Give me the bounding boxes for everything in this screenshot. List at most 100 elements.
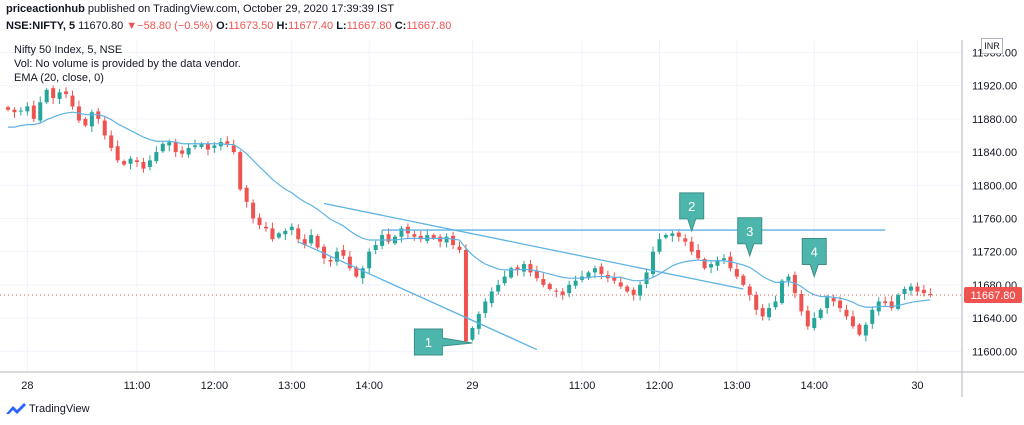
x-tick-label: 11:00	[124, 380, 151, 392]
candle-body	[122, 161, 127, 165]
change-arrow-icon: ▼	[126, 20, 138, 32]
candle-body	[51, 88, 56, 99]
candle-body	[38, 102, 43, 121]
callout-3[interactable]: 3	[737, 217, 763, 258]
candle-body	[754, 294, 759, 310]
x-tick-label: 29	[466, 380, 478, 392]
plot-area	[0, 40, 962, 372]
candle-body	[31, 105, 36, 119]
published-text: published on TradingView.com, October 29…	[87, 3, 395, 15]
candle-body	[315, 235, 320, 248]
upper-trendline	[323, 202, 744, 290]
candle-body	[180, 150, 185, 154]
candle-body	[567, 284, 572, 294]
open-value: 11673.50	[228, 20, 274, 32]
y-tick-label: 11880.00	[972, 114, 1017, 126]
candle-body	[631, 289, 636, 295]
candle-body	[489, 291, 494, 304]
candle-body	[663, 235, 668, 238]
y-tick-label: 11840.00	[972, 147, 1017, 159]
callout-1[interactable]: 1	[413, 328, 473, 356]
candle-body	[883, 301, 888, 304]
candle-body	[534, 270, 539, 279]
callout-bubble	[801, 238, 827, 279]
candle-body	[238, 152, 243, 190]
candle-body	[838, 300, 843, 309]
y-tick-label: 11920.00	[972, 81, 1017, 93]
candle-body	[831, 298, 836, 302]
candle-body	[257, 217, 262, 226]
candle-body	[102, 120, 107, 136]
tradingview-logo-icon	[6, 403, 26, 415]
close-label: C:	[394, 20, 407, 32]
candle-body	[167, 142, 172, 146]
candle-body	[741, 275, 746, 285]
candle-body	[57, 92, 62, 99]
currency-badge[interactable]: INR	[981, 38, 1003, 54]
candle-body	[309, 235, 314, 244]
y-tick-label: 11640.00	[972, 313, 1017, 325]
last-price-badge	[964, 286, 1022, 303]
candle-body	[709, 264, 714, 268]
candle-body	[483, 301, 488, 314]
callout-label: 4	[811, 245, 818, 260]
callout-4[interactable]: 4	[801, 238, 827, 279]
candle-body	[760, 308, 765, 317]
x-tick-label: 13:00	[723, 380, 751, 392]
candle-body	[135, 160, 139, 163]
y-tick-label: 11800.00	[972, 180, 1017, 192]
candle-body	[734, 269, 739, 277]
candle-body	[896, 294, 901, 309]
x-tick-label: 12:00	[646, 380, 674, 392]
candle-body	[341, 249, 346, 256]
candle-body	[18, 110, 23, 112]
change-value: −58.80 (−0.5%)	[137, 20, 214, 32]
candle-body	[463, 249, 468, 342]
candle-body	[909, 286, 913, 291]
callout-bubble	[737, 217, 763, 258]
candle-body	[44, 89, 49, 103]
candle-body	[792, 274, 797, 294]
candle-body	[625, 286, 630, 292]
candle-body	[373, 245, 378, 250]
candle-body	[702, 259, 707, 269]
x-tick-label: 28	[21, 380, 33, 392]
candle-body	[64, 91, 69, 94]
candle-body	[592, 268, 597, 273]
candle-body	[186, 147, 191, 155]
candle-body	[657, 239, 662, 252]
candle-body	[367, 251, 372, 269]
candle-body	[431, 235, 436, 239]
candle-body	[193, 145, 198, 148]
candle-body	[921, 289, 926, 294]
candle-body	[547, 284, 552, 289]
last-price-label: 11667.80	[970, 290, 1015, 302]
candle-body	[231, 145, 236, 153]
candle-body	[6, 107, 10, 110]
legend-vol: Vol: No volume is provided by the data v…	[14, 58, 241, 70]
candle-body	[554, 290, 559, 292]
candle-body	[199, 143, 204, 148]
last-price: 11670.80	[78, 20, 124, 32]
candle-body	[457, 246, 462, 250]
candle-body	[644, 272, 649, 285]
candle-body	[141, 162, 146, 169]
candle-body	[721, 258, 726, 260]
author-name[interactable]: priceactionhub	[6, 3, 85, 15]
candle-body	[438, 236, 443, 242]
candle-body	[812, 318, 817, 329]
candle-body	[399, 228, 404, 237]
candle-body	[25, 106, 30, 112]
candle-body	[767, 308, 772, 318]
candle-body	[528, 264, 533, 273]
candle-body	[747, 286, 752, 295]
candle-body	[915, 286, 920, 292]
footer: TradingView	[6, 403, 90, 421]
candle-body	[670, 233, 675, 236]
footer-brand[interactable]: TradingView	[29, 403, 90, 416]
callout-2[interactable]: 2	[679, 192, 705, 233]
candle-body	[264, 226, 268, 229]
price-chart[interactable]: 11600.0011640.0011680.0011720.0011760.00…	[0, 40, 1024, 397]
candle-body	[109, 135, 114, 148]
candle-body	[728, 256, 733, 269]
